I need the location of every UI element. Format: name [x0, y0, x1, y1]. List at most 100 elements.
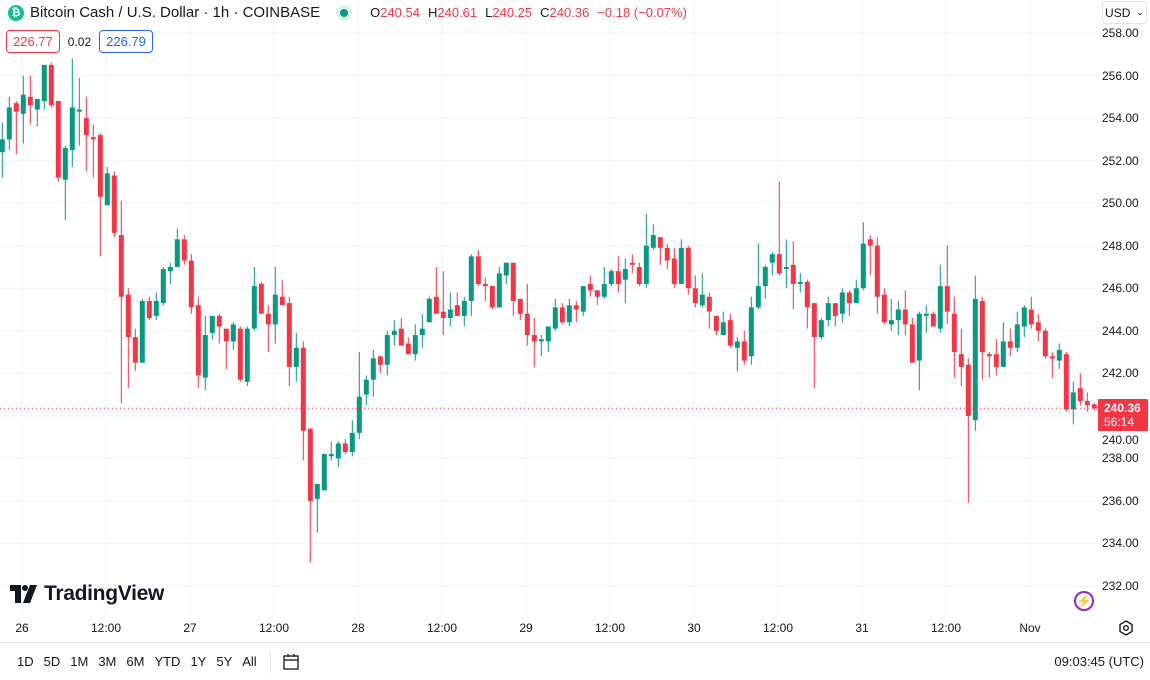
candle: [90, 124, 96, 178]
candle-body: [776, 254, 782, 274]
sell-button[interactable]: 226.77: [6, 30, 60, 53]
candle: [993, 339, 999, 376]
range-button-ytd[interactable]: YTD: [154, 654, 181, 669]
candle-body: [454, 305, 460, 316]
candle-body: [356, 396, 362, 433]
tradingview-logo[interactable]: TradingView: [10, 582, 164, 606]
candle: [265, 305, 271, 353]
bottom-toolbar: 1D 5D 1M 3M 6M YTD 1Y 5Y All 09:03:45 (UTC): [0, 642, 1150, 680]
candle: [958, 328, 964, 387]
range-button-1m[interactable]: 1M: [70, 654, 89, 669]
buy-button[interactable]: 226.79: [99, 30, 153, 53]
candle-body: [888, 320, 894, 325]
range-button-all[interactable]: All: [242, 654, 257, 669]
candle: [251, 266, 257, 331]
candle-body: [797, 281, 803, 284]
candle-body: [944, 286, 950, 312]
candle-body: [643, 245, 649, 284]
candle-body: [244, 328, 250, 382]
candle: [545, 326, 551, 353]
candle-body: [524, 313, 530, 336]
candle: [552, 298, 558, 331]
range-button-1y[interactable]: 1Y: [190, 654, 207, 669]
candle-body: [475, 256, 481, 284]
candle: [13, 101, 19, 155]
candle-body: [482, 283, 488, 287]
range-button-5y[interactable]: 5Y: [216, 654, 233, 669]
candle: [713, 315, 719, 336]
candle: [762, 264, 768, 299]
candle: [160, 266, 166, 306]
currency-select[interactable]: USD ⌄: [1102, 1, 1147, 24]
price-tick-label: 234.00: [1102, 536, 1139, 551]
candle: [671, 247, 677, 289]
price-tick-label: 246.00: [1102, 281, 1139, 296]
symbol-title[interactable]: Bitcoin Cash / U.S. Dollar · 1h · COINBA…: [30, 4, 321, 21]
candle-body: [734, 341, 740, 348]
candle: [1014, 311, 1020, 353]
candle: [531, 318, 537, 367]
range-button-3m[interactable]: 3M: [98, 654, 117, 669]
time-tick-label: 31: [855, 621, 869, 635]
candle-body: [370, 358, 376, 380]
utc-clock[interactable]: 09:03:45 (UTC): [1054, 654, 1144, 669]
candle: [930, 311, 936, 327]
range-button-5d[interactable]: 5D: [43, 654, 61, 669]
candle: [321, 454, 327, 491]
candle-body: [321, 454, 327, 491]
candle: [377, 356, 383, 374]
candle: [0, 122, 5, 178]
candle-body: [1091, 404, 1097, 409]
candle-body: [678, 247, 684, 284]
candle-body: [895, 309, 901, 321]
candle-body: [867, 239, 873, 246]
range-button-6m[interactable]: 6M: [126, 654, 145, 669]
candle-body: [216, 315, 222, 327]
time-tick-label: 12:00: [90, 621, 122, 635]
candle: [41, 64, 47, 110]
candle-body: [496, 273, 502, 308]
candle: [874, 237, 880, 314]
candle: [97, 132, 103, 257]
settings-gear-icon[interactable]: [1118, 620, 1134, 636]
candle-body: [951, 313, 957, 353]
candle-body: [272, 294, 278, 325]
candle-body: [153, 300, 159, 316]
candle-body: [419, 328, 425, 336]
candle: [629, 254, 635, 274]
candle-body: [202, 335, 208, 378]
candle-body: [251, 286, 257, 329]
candle-body: [20, 94, 26, 114]
candle: [524, 283, 530, 346]
candle-body: [223, 328, 229, 342]
candle: [699, 273, 705, 308]
candle-body: [937, 286, 943, 329]
spread-value: 0.02: [67, 34, 92, 49]
candle: [811, 303, 817, 389]
candle: [769, 252, 775, 276]
candle-body: [881, 294, 887, 323]
candle: [6, 96, 12, 150]
candle: [804, 279, 810, 329]
candle: [454, 292, 460, 316]
candlestick-chart[interactable]: [0, 0, 1097, 612]
candle-body: [83, 118, 89, 136]
candle: [580, 286, 586, 316]
time-tick-label: 12:00: [930, 621, 962, 635]
lightning-icon[interactable]: ⚡: [1074, 591, 1094, 611]
candle: [783, 239, 789, 289]
candle: [475, 249, 481, 287]
candle: [1042, 328, 1048, 359]
candle-body: [608, 271, 614, 284]
candle: [300, 341, 306, 461]
range-button-1d[interactable]: 1D: [17, 654, 34, 669]
candle: [881, 288, 887, 325]
price-tick-label: 252.00: [1102, 153, 1139, 168]
candle: [209, 315, 215, 340]
candle-body: [1056, 349, 1062, 361]
candle-body: [748, 307, 754, 357]
candle-body: [629, 262, 635, 265]
candle-body: [1084, 400, 1090, 406]
go-to-date-calendar-icon[interactable]: [281, 652, 301, 672]
candle-body: [174, 239, 180, 267]
